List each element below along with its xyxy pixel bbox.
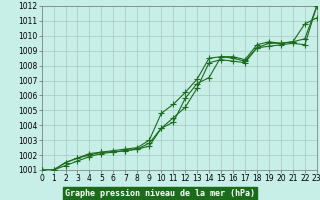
Text: Graphe pression niveau de la mer (hPa): Graphe pression niveau de la mer (hPa) — [65, 189, 255, 198]
